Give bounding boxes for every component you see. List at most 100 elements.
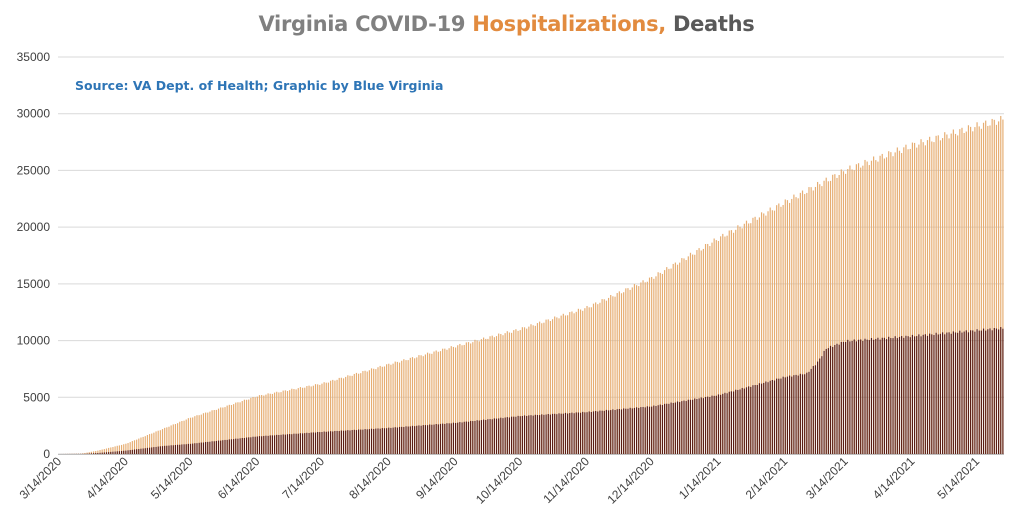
- bar-deaths: [797, 375, 799, 454]
- bar-deaths: [857, 339, 860, 454]
- bar-hospitalizations: [629, 289, 631, 454]
- bar-deaths: [974, 331, 976, 454]
- bar-deaths: [793, 375, 795, 454]
- bar-hospitalizations: [786, 200, 789, 454]
- bar-hospitalizations: [769, 207, 771, 454]
- bar-hospitalizations: [407, 360, 409, 454]
- bar-deaths: [396, 427, 398, 454]
- bar-deaths: [364, 429, 366, 454]
- bar-deaths: [220, 440, 222, 454]
- bar-deaths: [976, 329, 978, 454]
- bar-hospitalizations: [103, 449, 105, 454]
- bar-hospitalizations: [125, 443, 127, 454]
- bar-hospitalizations: [209, 411, 211, 454]
- bar-deaths: [265, 435, 267, 454]
- bar-hospitalizations: [82, 453, 84, 454]
- bar-hospitalizations: [582, 310, 584, 454]
- bar-hospitalizations: [424, 354, 427, 454]
- bar-hospitalizations: [709, 246, 711, 454]
- bar-deaths: [338, 431, 340, 454]
- bar-hospitalizations: [672, 263, 674, 454]
- bar-hospitalizations: [937, 135, 939, 454]
- bar-hospitalizations: [153, 432, 155, 454]
- bar-hospitalizations: [336, 379, 338, 454]
- bar-hospitalizations: [297, 388, 299, 454]
- bar-deaths: [778, 378, 780, 454]
- bar-deaths: [377, 428, 379, 454]
- bar-deaths: [985, 330, 987, 454]
- bar-hospitalizations: [752, 217, 754, 454]
- bar-hospitalizations: [88, 452, 90, 454]
- bar-deaths: [355, 430, 358, 454]
- bar-deaths: [638, 407, 640, 454]
- bar-hospitalizations: [334, 380, 336, 454]
- bar-deaths: [306, 432, 308, 454]
- bar-hospitalizations: [905, 144, 907, 454]
- bar-deaths: [198, 442, 200, 454]
- bar-deaths: [842, 341, 845, 454]
- bar-deaths: [913, 336, 916, 454]
- bar-hospitalizations: [972, 131, 974, 455]
- bar-deaths: [881, 337, 883, 454]
- bar-hospitalizations: [157, 430, 159, 454]
- bar-hospitalizations: [950, 133, 952, 454]
- bar-deaths: [901, 336, 903, 454]
- bar-hospitalizations: [877, 161, 879, 454]
- bar-deaths: [181, 444, 183, 454]
- bar-deaths: [579, 412, 582, 454]
- bar-deaths: [933, 335, 935, 454]
- bar-hospitalizations: [819, 184, 821, 454]
- bar-hospitalizations: [963, 132, 965, 454]
- bar-deaths: [903, 337, 905, 454]
- bar-deaths: [523, 415, 526, 454]
- bar-hospitalizations: [989, 125, 991, 455]
- bar-hospitalizations: [784, 199, 786, 454]
- bar-deaths: [405, 426, 407, 454]
- bar-deaths: [263, 435, 265, 454]
- bar-deaths: [980, 330, 982, 454]
- bar-hospitalizations: [375, 369, 377, 454]
- bar-deaths: [963, 331, 965, 454]
- bar-hospitalizations: [821, 186, 823, 454]
- bar-deaths: [381, 428, 383, 454]
- bar-hospitalizations: [885, 157, 888, 454]
- bar-deaths: [692, 399, 694, 454]
- bar-deaths: [672, 402, 674, 454]
- bar-hospitalizations: [347, 375, 349, 454]
- bar-hospitalizations: [353, 373, 355, 454]
- bar-hospitalizations: [110, 447, 112, 454]
- bar-hospitalizations: [985, 120, 987, 454]
- bar-deaths: [847, 339, 849, 454]
- y-tick-label: 35000: [17, 50, 51, 64]
- bar-deaths: [664, 403, 666, 454]
- bar-deaths: [108, 452, 110, 454]
- bar-deaths: [849, 341, 851, 454]
- x-tick-label: 2/14/2021: [743, 454, 791, 502]
- bar-deaths: [422, 425, 424, 454]
- bar-deaths: [140, 448, 142, 454]
- bar-deaths: [890, 338, 892, 454]
- bar-hospitalizations: [853, 170, 855, 454]
- bar-deaths: [709, 397, 711, 454]
- bar-hospitalizations: [687, 256, 689, 454]
- bar-deaths: [659, 404, 661, 454]
- bar-hospitalizations: [222, 407, 224, 454]
- bar-deaths: [452, 422, 455, 454]
- bar-deaths: [944, 334, 946, 454]
- bar-hospitalizations: [739, 226, 741, 454]
- bar-deaths: [648, 406, 651, 454]
- bar-hospitalizations: [668, 268, 670, 454]
- bar-deaths: [403, 427, 405, 454]
- bar-hospitalizations: [610, 294, 612, 454]
- bar-deaths: [724, 392, 726, 454]
- bar-deaths: [704, 396, 707, 454]
- bar-deaths: [666, 403, 668, 454]
- chart-title-part-1: Virginia COVID-19: [258, 12, 473, 36]
- bar-hospitalizations: [554, 316, 556, 454]
- bar-hospitalizations: [825, 177, 827, 455]
- bar-hospitalizations: [864, 159, 866, 454]
- bar-deaths: [922, 334, 924, 454]
- x-tick-label: 8/14/2020: [346, 454, 394, 502]
- bar-hospitalizations: [390, 364, 392, 454]
